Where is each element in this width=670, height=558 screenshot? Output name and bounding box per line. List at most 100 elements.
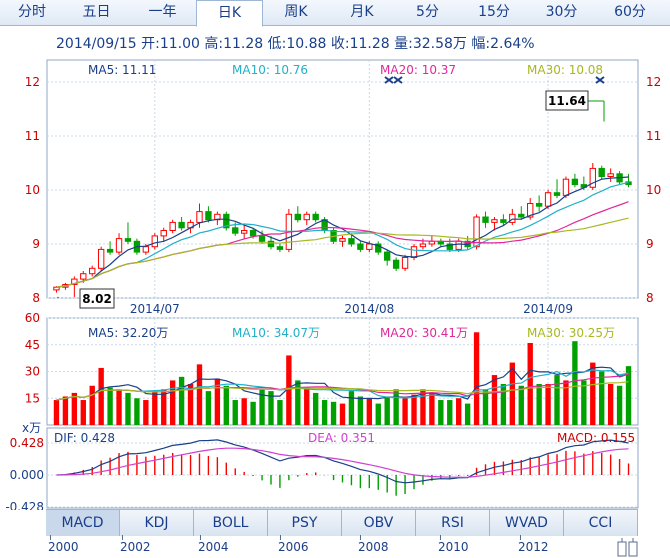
period-tab-5[interactable]: 月K <box>350 4 374 20</box>
volume-bar <box>196 364 203 425</box>
quote-summary: 2014/09/15 开:11.00 高:11.28 低:10.88 收:11.… <box>56 36 535 52</box>
indicator-tab-wvad[interactable]: WVAD <box>490 510 564 536</box>
indicator-tab-boll[interactable]: BOLL <box>194 510 268 536</box>
candle-body <box>401 257 409 269</box>
event-marker-icon <box>393 76 403 84</box>
volume-bar <box>286 355 292 425</box>
period-tab-1[interactable]: 五日 <box>82 4 111 20</box>
indicator-tab-psy[interactable]: PSY <box>268 510 342 536</box>
candle-body <box>80 273 87 280</box>
period-tab-bar: 分时 五日 一年 日K 周K 月K 5分 15分 30分 60分 <box>0 0 670 27</box>
stock-chart: 12 12 11 11 10 10 9 9 8 8 2014/07 2014/08 2014/09 MA5… <box>5 59 661 510</box>
volume-bar <box>214 378 221 425</box>
volume-bar <box>357 396 364 425</box>
volume-bar <box>71 392 78 425</box>
volume-bar <box>259 389 265 425</box>
ma5-line <box>56 176 629 288</box>
macd-tick: 0.428 <box>10 436 44 450</box>
year-tick <box>360 535 361 540</box>
price-tick-left: 8 <box>32 291 40 305</box>
year-tick <box>440 535 441 540</box>
dif-line <box>56 439 629 484</box>
volume-bar <box>464 403 471 425</box>
volume-tick: 60 <box>25 311 40 325</box>
candle-body <box>375 243 382 253</box>
macd-label: MACD: 0.155 <box>557 431 635 445</box>
dea-label: DEA: 0.351 <box>308 431 375 445</box>
candle-body <box>392 259 400 269</box>
volume-bar <box>339 403 346 425</box>
ma30-line <box>56 217 629 288</box>
scroll-handle-icon[interactable] <box>616 538 640 558</box>
candle-body <box>553 192 561 196</box>
volume-bar <box>250 401 256 425</box>
volume-bar <box>268 391 274 425</box>
volume-bar <box>366 398 372 425</box>
period-tab-9[interactable]: 60分 <box>614 4 646 20</box>
candle-body <box>294 213 301 221</box>
year-scroll-axis[interactable]: 2000 2002 2004 2006 2008 2010 2012 <box>46 535 638 558</box>
volume-bar <box>125 392 131 425</box>
indicator-tab-macd[interactable]: MACD <box>46 510 120 536</box>
candle-body <box>509 213 516 223</box>
high-label: 11.64 <box>548 94 586 108</box>
year-tick <box>200 535 201 540</box>
volume-bar <box>241 398 247 425</box>
candle-body <box>106 248 114 253</box>
period-tab-8[interactable]: 30分 <box>545 4 578 20</box>
period-tab-3[interactable]: 日K <box>196 0 263 27</box>
volume-bar <box>304 387 310 425</box>
candle-body <box>598 167 605 177</box>
vol-ma30-line <box>56 381 629 401</box>
volume-bar <box>169 380 176 425</box>
volume-bar <box>536 383 542 425</box>
candle-body <box>348 238 355 245</box>
period-tab-7[interactable]: 15分 <box>478 4 510 20</box>
candle-body <box>232 227 239 234</box>
volume-bar <box>420 389 426 425</box>
volume-bar <box>456 398 462 425</box>
candle-body <box>384 251 391 261</box>
volume-bar <box>411 394 417 425</box>
period-tab-6[interactable]: 5分 <box>416 4 439 20</box>
date-tick: 2014/07 <box>130 302 180 316</box>
volume-bar <box>321 400 328 425</box>
candle-body <box>544 192 552 207</box>
candle-body <box>89 267 96 275</box>
indicator-tab-rsi[interactable]: RSI <box>416 510 490 536</box>
volume-bar <box>572 341 578 425</box>
candle-body <box>366 243 373 250</box>
candle-body <box>223 213 230 229</box>
volume-ma-label: MA5: 32.20万 <box>88 326 168 340</box>
volume-bar <box>429 392 435 425</box>
candle-body <box>240 230 248 234</box>
macd-tick: 0.000 <box>10 468 44 482</box>
price-tick-right: 9 <box>646 237 654 251</box>
volume-bar <box>491 375 498 425</box>
volume-bar <box>599 371 605 425</box>
indicator-tab-cci[interactable]: CCI <box>564 510 638 536</box>
indicator-tab-kdj[interactable]: KDJ <box>120 510 194 536</box>
volume-ma-label: MA30: 30.25万 <box>527 326 615 340</box>
indicator-tab-obv[interactable]: OBV <box>342 510 416 536</box>
panel-frame-2 <box>46 427 639 509</box>
volume-bar <box>107 387 113 425</box>
date-tick: 2014/08 <box>344 302 394 316</box>
year-label: 2004 <box>198 540 229 554</box>
volume-bar <box>98 367 104 425</box>
candle-body <box>535 203 543 207</box>
candle-body <box>455 240 462 250</box>
volume-bar <box>223 385 229 425</box>
volume-bar <box>375 403 381 425</box>
candle-body <box>482 216 489 223</box>
period-tab-0[interactable]: 分时 <box>18 4 46 20</box>
volume-tick: 30 <box>25 365 40 379</box>
volume-bar <box>80 400 86 425</box>
volume-bar <box>53 400 60 425</box>
volume-bar <box>89 385 95 425</box>
period-tab-4[interactable]: 周K <box>284 4 308 20</box>
period-tab-2[interactable]: 一年 <box>148 4 177 20</box>
volume-bar <box>277 400 283 425</box>
volume-bar <box>527 342 533 425</box>
price-tick-right: 12 <box>646 75 661 89</box>
